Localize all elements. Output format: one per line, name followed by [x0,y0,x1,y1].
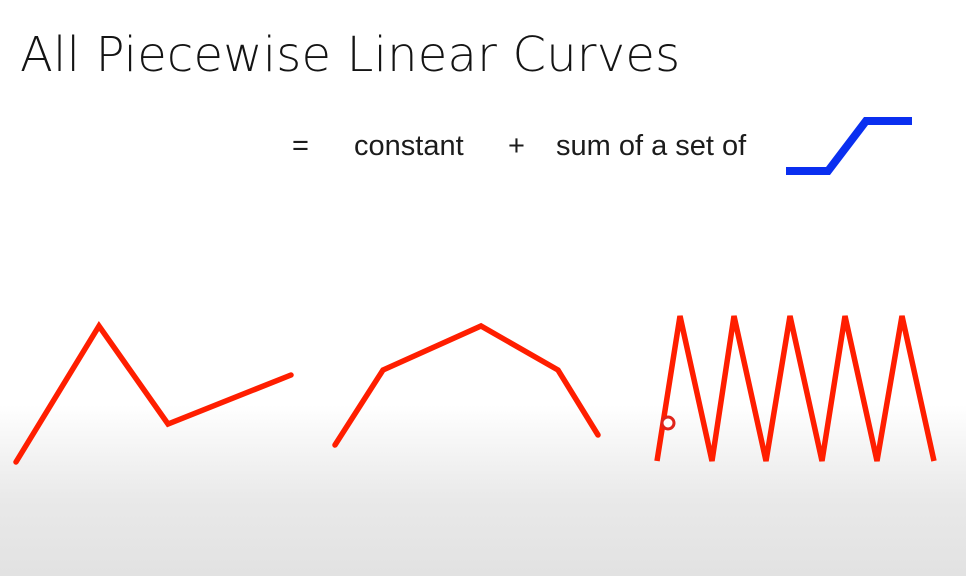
slide-title: All Piecewise Linear Curves [20,27,681,83]
cursor-dot-icon [660,415,676,431]
piecewise-curve-1 [13,320,294,465]
hard-sigmoid-step-icon [786,117,912,175]
constant-term: constant [354,130,464,162]
piecewise-curve-2 [332,322,601,448]
plus-sign: + [508,130,525,162]
sum-term: sum of a set of [556,130,747,162]
piecewise-curve-3-zigzag [654,315,937,462]
equals-sign: = [292,130,309,162]
